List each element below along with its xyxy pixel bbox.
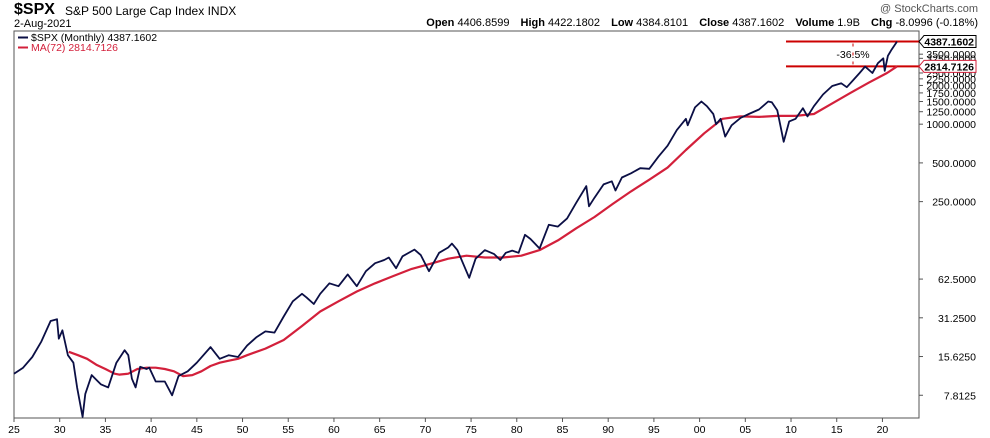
y-tick-label: 62.5000	[938, 274, 976, 286]
stockcharts-watermark: @ StockCharts.com	[880, 3, 978, 15]
series-lines	[13, 41, 898, 418]
x-tick-label: 90	[602, 424, 614, 436]
last-value-labels: 2814.7126 4387.1602	[918, 35, 977, 73]
low-label: Low	[611, 17, 634, 29]
y-tick-label: 1750.0000	[926, 88, 976, 100]
annotation-drop-label: -36.5%	[836, 49, 869, 61]
x-tick-label: 85	[557, 424, 569, 436]
x-tick-label: 75	[465, 424, 477, 436]
chart-date: 2-Aug-2021	[14, 18, 72, 30]
x-tick-label: 10	[785, 424, 797, 436]
x-tick-label: 45	[191, 424, 203, 436]
ticker-symbol: $SPX	[14, 1, 55, 18]
y-tick-label: 2250.0000	[926, 74, 976, 86]
x-tick-label: 15	[831, 424, 843, 436]
volume-value: 1.9B	[837, 17, 860, 29]
y-tick-label: 31.2500	[938, 313, 976, 325]
y-tick-label: 7.8125	[944, 390, 976, 402]
ohlc-readout: Open 4406.8599 High 4422.1802 Low 4384.8…	[426, 17, 978, 29]
ticker-exchange: INDX	[207, 4, 237, 18]
y-tick-label: 1000.0000	[926, 119, 976, 131]
x-tick-label: 50	[237, 424, 249, 436]
open-value: 4406.8599	[457, 17, 510, 29]
x-tick-label: 30	[54, 424, 66, 436]
y-tick-label: 1500.0000	[926, 97, 976, 109]
x-tick-label: 35	[100, 424, 112, 436]
y-tick-label: 500.0000	[932, 158, 976, 170]
last-ma-label-text: 2814.7126	[924, 61, 974, 73]
high-label: High	[520, 17, 545, 29]
y-tick-label: 250.0000	[932, 197, 976, 209]
close-label: Close	[699, 17, 730, 29]
ticker-name: S&P 500 Large Cap Index	[65, 4, 205, 18]
last-price-label-box	[918, 35, 977, 49]
last-ma-label-box	[918, 59, 977, 73]
y-tick-label: 1250.0000	[926, 107, 976, 119]
x-axis: 25 30 35 40 45 50 55 60 65 70 75 80 85 90 95 00 05 10 15 20	[8, 418, 888, 436]
y-tick-label: 3500.0000	[926, 49, 976, 61]
close-value: 4387.1602	[732, 17, 785, 29]
legend-price-label: $SPX (Monthly) 4387.1602	[31, 32, 157, 44]
low-value: 4384.8101	[636, 17, 689, 29]
x-tick-label: 55	[282, 424, 294, 436]
y-tick-label: 2000.0000	[926, 80, 976, 92]
chg-value: -8.0996 (-0.18%)	[895, 17, 978, 29]
volume-label: Volume	[795, 17, 835, 29]
x-tick-label: 65	[374, 424, 386, 436]
open-label: Open	[426, 17, 455, 29]
price-line	[13, 41, 898, 418]
plot-area	[13, 30, 920, 419]
last-price-label-text: 4387.1602	[924, 37, 974, 49]
x-tick-label: 00	[694, 424, 706, 436]
x-tick-label: 60	[328, 424, 340, 436]
chg-label: Chg	[871, 17, 893, 29]
chart-legend: $SPX (Monthly) 4387.1602 MA(72) 2814.712…	[18, 32, 157, 54]
ticker-description: S&P 500 Large Cap Index INDX	[65, 4, 236, 18]
legend-ma-label: MA(72) 2814.7126	[31, 42, 118, 54]
y-tick-label: 15.6250	[938, 352, 976, 364]
x-tick-label: 25	[8, 424, 20, 436]
y-axis: 7.8125 15.6250 31.2500 62.5000 250.0000 500.0…	[919, 49, 976, 402]
x-tick-label: 20	[877, 424, 889, 436]
chart-header: $SPX S&P 500 Large Cap Index INDX 2-Aug-…	[0, 0, 990, 32]
high-value: 4422.1802	[548, 17, 601, 29]
x-tick-label: 70	[420, 424, 432, 436]
x-tick-label: 05	[739, 424, 751, 436]
x-tick-label: 95	[648, 424, 660, 436]
x-tick-label: 80	[511, 424, 523, 436]
x-tick-label: 40	[145, 424, 157, 436]
